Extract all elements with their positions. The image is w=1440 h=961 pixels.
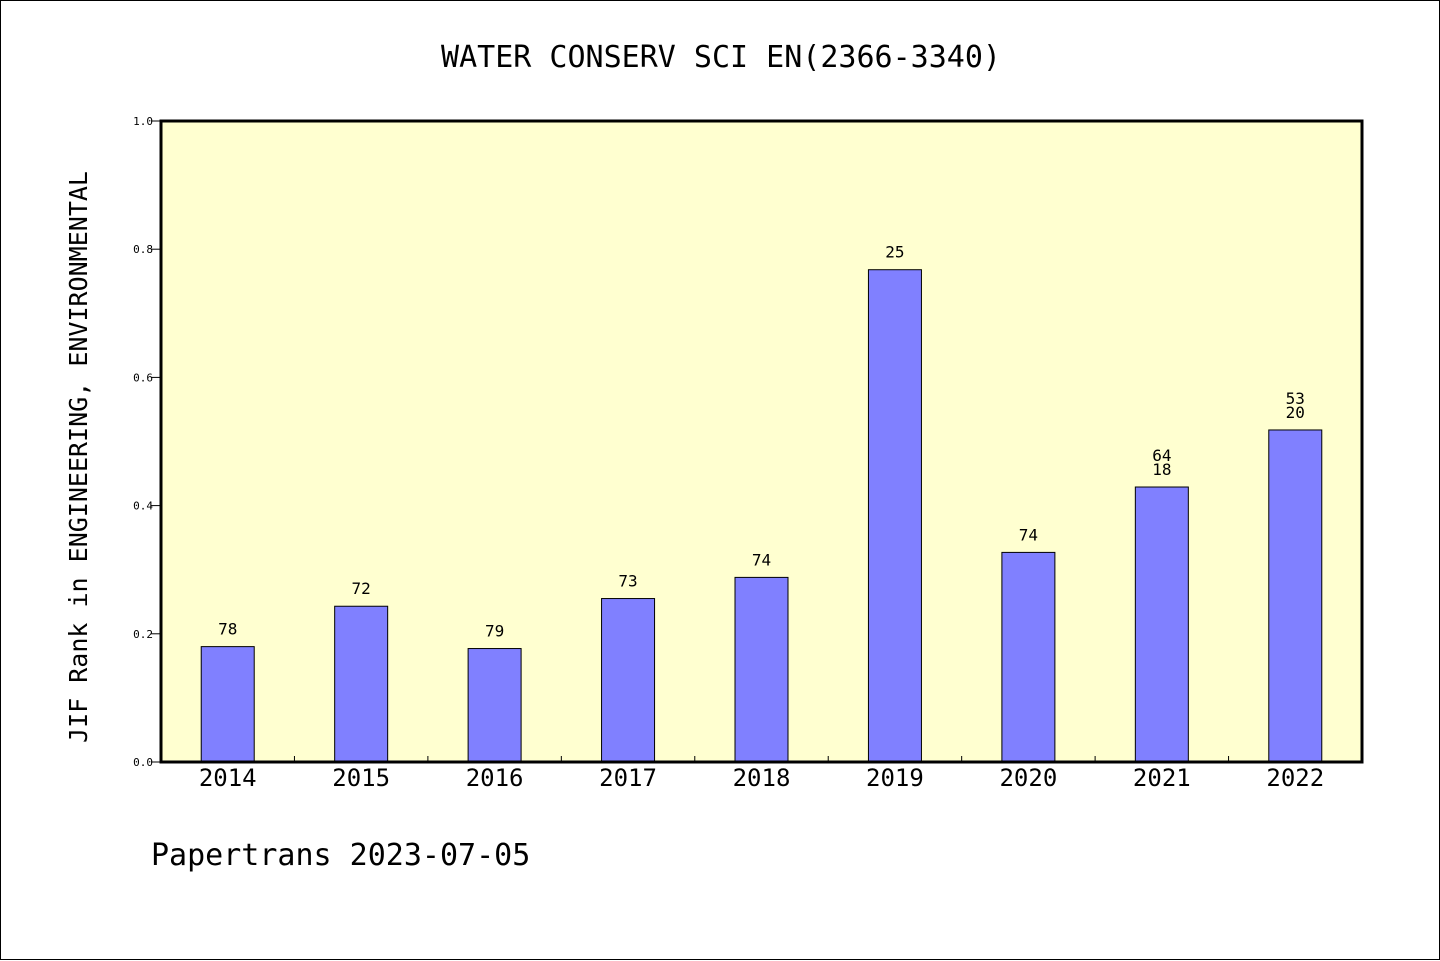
bar-2018 — [734, 576, 789, 763]
bar-2019 — [867, 269, 922, 763]
x-tick-label: 2018 — [733, 764, 791, 792]
y-tick-label: 0.4 — [133, 500, 153, 513]
bar-value-label: 78 — [218, 620, 237, 639]
bar-value-label: 73 — [618, 572, 637, 591]
bar-value-label: 72 — [352, 579, 371, 598]
bar-2017 — [601, 598, 656, 763]
bar-value-label: 53 — [1286, 389, 1305, 408]
x-tick-label: 2016 — [466, 764, 524, 792]
y-axis-ticks: 0.0 0.2 0.4 0.6 0.8 1.0 — [133, 115, 161, 769]
x-tick-label: 2021 — [1133, 764, 1191, 792]
chart-title: WATER CONSERV SCI EN(2366-3340) — [441, 40, 1001, 75]
x-tick-label: 2019 — [866, 764, 924, 792]
y-tick-label: 0.8 — [133, 243, 153, 256]
bar-value-label: 25 — [885, 243, 904, 262]
y-tick-label: 0.2 — [133, 628, 153, 641]
bar-2021 — [1134, 486, 1189, 763]
footer-text: Papertrans 2023-07-05 — [151, 838, 530, 873]
bar-value-label: 64 — [1152, 446, 1171, 465]
y-tick-label: 0.6 — [133, 371, 153, 384]
bar-value-label: 74 — [752, 550, 771, 569]
x-tick-label: 2014 — [199, 764, 257, 792]
x-tick-label: 2020 — [999, 764, 1057, 792]
x-tick-label: 2022 — [1266, 764, 1324, 792]
x-tick-label: 2017 — [599, 764, 657, 792]
plot-frame — [159, 119, 1364, 764]
y-axis-label: JIF Rank in ENGINEERING, ENVIRONMENTAL — [64, 171, 93, 743]
x-axis-ticks: 2014 2015 2016 2017 2018 2019 2020 2021 2022 — [199, 756, 1324, 792]
bar-2020 — [1001, 551, 1056, 763]
bar-2015 — [334, 605, 389, 763]
bar-value-label: 20 — [1286, 403, 1305, 422]
y-tick-label: 1.0 — [133, 115, 153, 128]
y-tick-label: 0.0 — [133, 756, 153, 769]
bar-value-label: 79 — [485, 622, 504, 641]
bar-2014 — [200, 646, 255, 763]
bar-value-label: 18 — [1152, 460, 1171, 479]
x-tick-label: 2015 — [332, 764, 390, 792]
bar-value-label: 74 — [1019, 525, 1038, 544]
bar-2016 — [467, 648, 522, 763]
bar-2022 — [1268, 429, 1323, 763]
